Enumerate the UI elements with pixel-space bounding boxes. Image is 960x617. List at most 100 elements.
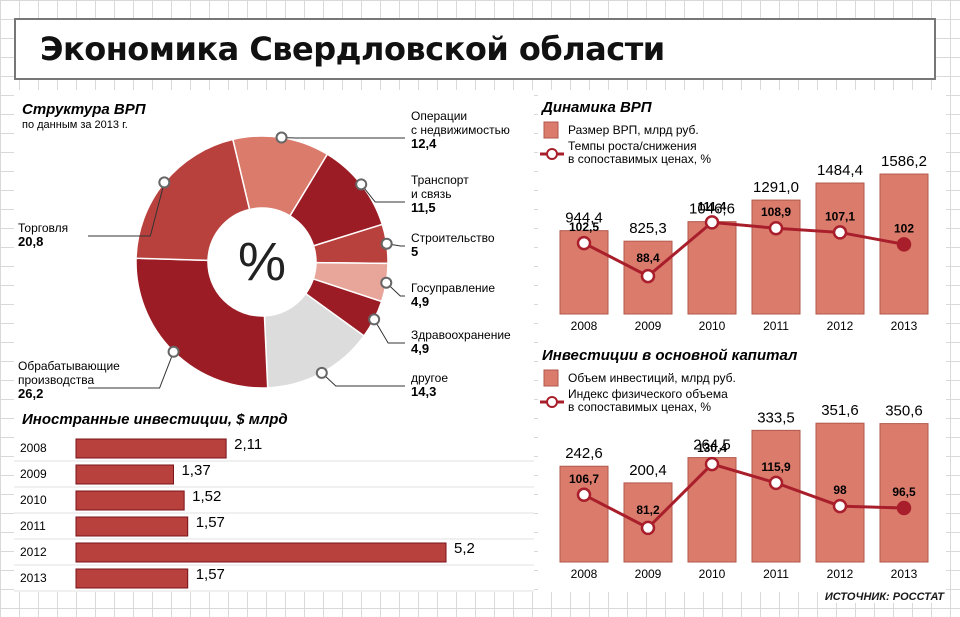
inv-legend-line-2: в сопоставимых ценах, %	[568, 400, 711, 414]
inv-line	[583, 462, 905, 530]
grp-bar-label-2011: 1291,0	[753, 179, 799, 196]
grp-bar-label-2009: 825,3	[629, 220, 667, 237]
fdi-bar-2010	[75, 490, 185, 511]
fdi-bar-2008	[75, 438, 227, 459]
pie-leader-здравоохранение	[373, 319, 405, 344]
inv-bar-2013	[879, 423, 929, 563]
pie-label-другое: другое	[411, 371, 448, 385]
grp-point-2009	[640, 268, 656, 284]
left-panel: Структура ВРП по данным за 2013 г. Операци…	[14, 90, 534, 592]
inv-bar-label-2009: 200,4	[629, 462, 667, 479]
pie-marker-обрабатывающие-производства	[167, 345, 180, 358]
pie-slice-обрабатывающие-производства	[135, 257, 269, 389]
grp-legend-line: Темпы роста/снижения	[568, 139, 697, 153]
inv-bar-label-2012: 351,6	[821, 402, 859, 419]
inv-bar-label-2010: 264,5	[693, 437, 731, 454]
pie-value-другое: 14,3	[411, 384, 436, 399]
fdi-value-2013: 1,57	[196, 566, 225, 583]
pie-value-торговля: 20,8	[18, 234, 43, 249]
right-panel: Динамика ВРП Размер ВРП, млрд руб. Темпы р…	[538, 90, 946, 592]
pie-slice-торговля	[135, 138, 251, 262]
pie-label-госуправление: Госуправление	[411, 281, 495, 295]
pie-label-здравоохранение: Здравоохранение	[411, 328, 511, 342]
pie-marker-другое	[315, 366, 328, 379]
pie-label-торговля: Торговля	[18, 221, 68, 235]
inv-legend-bar: Объем инвестиций, млрд руб.	[568, 371, 736, 385]
inv-legend-line: Индекс физического объема	[568, 387, 728, 401]
pie-leader-торговля	[88, 182, 165, 237]
fdi-value-2009: 1,37	[181, 462, 210, 479]
title-box: Экономика Свердловской области	[14, 18, 936, 80]
fdi-title: Иностранные инвестиции, $ млрд	[22, 411, 288, 428]
pie-label-операции-с-недвижимостью: Операции	[411, 109, 467, 123]
pie-leader-транспорт-и-связь	[360, 184, 405, 203]
grp-point-label-2008: 102,5	[569, 220, 599, 234]
inv-legend-bar-swatch	[543, 369, 559, 387]
right-charts-svg: Динамика ВРП Размер ВРП, млрд руб. Темпы р…	[540, 99, 929, 581]
grp-year-2012: 2012	[827, 319, 854, 333]
fdi-bar-2011	[75, 516, 189, 537]
grp-bar-label-2012: 1484,4	[817, 162, 863, 179]
inv-year-2012: 2012	[827, 567, 854, 581]
grp-point-label-2010: 111,4	[698, 199, 727, 213]
inv-bar-2008	[559, 465, 609, 563]
fdi-year-2012: 2012	[20, 545, 47, 559]
pie-label-обрабатывающие-производства: Обрабатывающие	[18, 359, 120, 373]
inv-year-2013: 2013	[891, 567, 918, 581]
inv-point-2012	[832, 498, 848, 514]
grp-year-2008: 2008	[571, 319, 598, 333]
pie-label-строительство: Строительство	[411, 231, 495, 245]
fdi-value-2008: 2,11	[234, 436, 262, 453]
pie-value-госуправление: 4,9	[411, 294, 429, 309]
grp-point-2011	[768, 220, 784, 236]
grp-year-2013: 2013	[891, 319, 918, 333]
inv-bar-label-2008: 242,6	[565, 445, 603, 462]
inv-legend-line-marker	[546, 396, 558, 408]
inv-point-label-2011: 115,9	[761, 460, 791, 474]
grp-point-label-2013: 102	[894, 221, 914, 235]
grp-point-label-2012: 107,1	[825, 209, 855, 223]
source-note: ИСТОЧНИК: РОССТАТ	[822, 591, 946, 603]
grp-legend-bar: Размер ВРП, млрд руб.	[568, 123, 699, 137]
pie-marker-торговля	[158, 176, 171, 189]
grp-bar-label-2013: 1586,2	[881, 153, 927, 170]
inv-bar-label-2011: 333,5	[757, 409, 795, 426]
grp-bar-label-2010: 1046,6	[689, 201, 735, 218]
grp-legend-line-2: в сопоставимых ценах, %	[568, 152, 711, 166]
pie-marker-строительство	[380, 237, 393, 250]
grp-legend-bar-swatch	[543, 121, 559, 139]
grp-year-2010: 2010	[699, 319, 726, 333]
inv-point-label-2012: 98	[833, 483, 847, 497]
fdi-bar-2009	[75, 464, 174, 485]
inv-bar-2011	[751, 429, 801, 563]
pie-center-label: %	[238, 232, 286, 292]
grp-point-2008	[576, 235, 592, 251]
grp-line	[583, 220, 905, 278]
pie-slice-другое	[263, 292, 366, 389]
inv-year-2011: 2011	[763, 567, 789, 581]
inv-point-label-2010: 130,4	[697, 441, 727, 455]
inv-bar-label-2013: 350,6	[885, 403, 923, 420]
inv-point-label-2013: 96,5	[892, 485, 916, 499]
inv-title: Инвестиции в основной капитал	[542, 347, 798, 364]
pie-label2-обрабатывающие-производства: производства	[18, 373, 94, 387]
pie-leader-госуправление	[385, 282, 405, 297]
fdi-year-2008: 2008	[20, 441, 47, 455]
inv-point-2010	[704, 456, 720, 472]
pie-leader-обрабатывающие-производства	[88, 351, 175, 389]
inv-year-2009: 2009	[635, 567, 662, 581]
inv-bar-2010	[687, 457, 737, 563]
inv-point-label-2009: 81,2	[636, 503, 660, 517]
inv-point-2013	[896, 500, 912, 516]
grp-bar-2011	[751, 199, 801, 315]
grp-point-label-2009: 88,4	[636, 251, 660, 265]
pie-value-транспорт-и-связь: 11,5	[411, 200, 436, 215]
pie-value-обрабатывающие-производства: 26,2	[18, 386, 43, 401]
fdi-year-2010: 2010	[20, 493, 47, 507]
grp-point-2012	[832, 225, 848, 240]
fdi-year-2009: 2009	[20, 467, 47, 481]
page-title: Экономика Свердловской области	[40, 30, 665, 68]
pie-marker-госуправление	[380, 276, 393, 289]
inv-point-label-2008: 106,7	[569, 472, 599, 486]
